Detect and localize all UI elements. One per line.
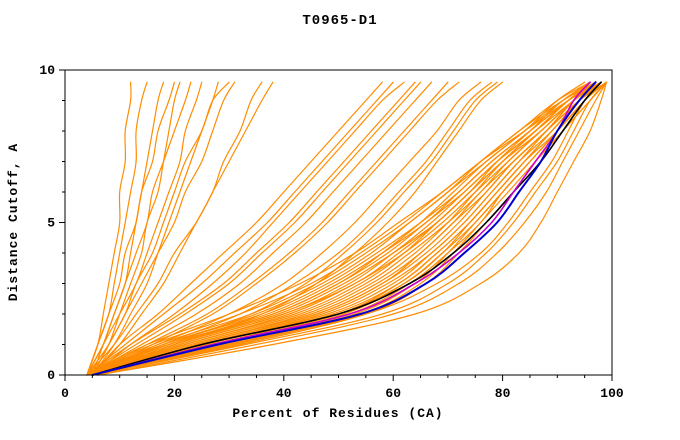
curve-model [86, 81, 504, 376]
curve-model [97, 81, 608, 376]
curve-model [86, 81, 175, 376]
curve-model [97, 81, 597, 376]
curve-model [91, 81, 449, 376]
y-axis-label: Distance Cutoff, A [6, 143, 21, 301]
curve-model [97, 81, 608, 376]
x-tick-label: 100 [600, 386, 624, 401]
curve-black [91, 81, 602, 376]
x-tick-label: 0 [61, 386, 69, 401]
curve-model [91, 81, 383, 376]
curve-model [86, 81, 498, 376]
curve-model [97, 81, 597, 376]
x-tick-label: 20 [167, 386, 183, 401]
curve-model [86, 81, 274, 376]
curve-model [97, 81, 602, 376]
curve-model [97, 81, 608, 376]
curve-model [91, 81, 597, 376]
y-tick-label: 10 [39, 63, 55, 78]
chart-title: T0965-D1 [302, 13, 377, 29]
x-tick-label: 80 [495, 386, 511, 401]
curve-model [91, 81, 608, 376]
curve-model [91, 81, 192, 376]
x-axis-label: Percent of Residues (CA) [232, 406, 443, 421]
x-tick-label: 60 [385, 386, 401, 401]
curve-model [91, 81, 405, 376]
curve-model [86, 81, 591, 376]
y-tick-label: 0 [47, 368, 55, 383]
curve-model [91, 81, 493, 376]
ticks-layer: 0 20 40 60 80 100 0 5 10 [39, 63, 624, 401]
y-tick-label: 5 [47, 216, 55, 231]
curve-model [86, 81, 416, 376]
curve-model [91, 81, 482, 376]
curve-model [86, 81, 422, 376]
curve-model [86, 81, 132, 376]
curve-model [86, 81, 394, 376]
curve-model [86, 81, 433, 376]
curve-blue [91, 81, 597, 376]
curves-layer [86, 81, 608, 376]
curve-model [86, 81, 602, 376]
x-tick-label: 40 [276, 386, 292, 401]
curve-model [91, 81, 460, 376]
curve-model [86, 81, 597, 376]
curve-model [91, 81, 230, 376]
curve-model [86, 81, 203, 376]
